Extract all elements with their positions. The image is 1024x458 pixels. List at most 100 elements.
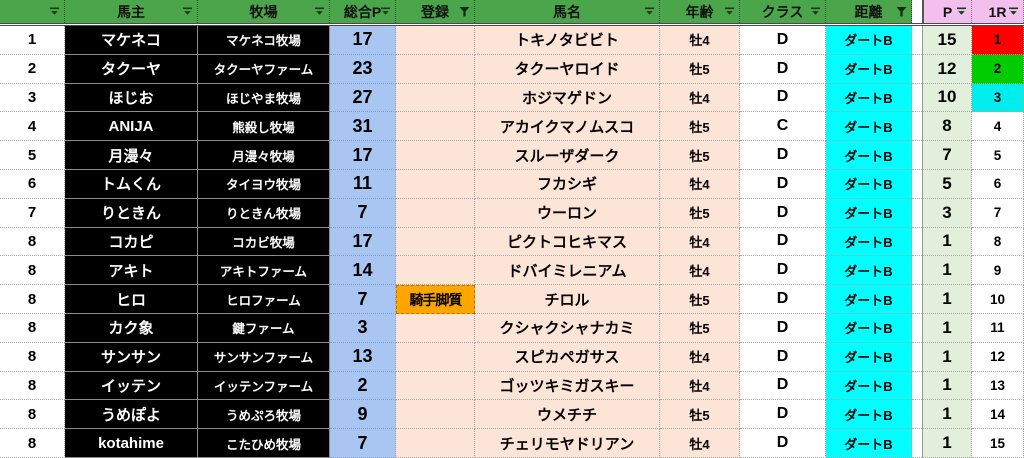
r1-cell[interactable]: 6	[972, 169, 1024, 199]
registration-cell[interactable]	[396, 256, 475, 286]
distance-cell[interactable]: ダートB	[826, 141, 912, 170]
age-cell[interactable]: 牡4	[660, 371, 740, 401]
age-cell[interactable]: 牡5	[660, 400, 740, 430]
rank-cell[interactable]: 8	[0, 285, 65, 314]
column-header-owner[interactable]: 馬主	[65, 0, 198, 23]
horse-name-cell[interactable]: チェリモヤドリアン	[475, 429, 660, 458]
class-cell[interactable]: D	[740, 169, 826, 199]
age-cell[interactable]: 牡5	[660, 198, 740, 228]
class-cell[interactable]: D	[740, 313, 826, 343]
total-p-cell[interactable]: 7	[330, 198, 396, 228]
horse-name-cell[interactable]: タクーヤロイド	[475, 54, 660, 84]
filter-dropdown-icon[interactable]	[956, 6, 968, 17]
distance-cell[interactable]: ダートB	[826, 54, 912, 84]
class-cell[interactable]: D	[740, 256, 826, 286]
age-cell[interactable]: 牡4	[660, 83, 740, 113]
r1-cell[interactable]: 5	[972, 141, 1024, 170]
rank-cell[interactable]: 2	[0, 54, 65, 84]
rank-cell[interactable]: 6	[0, 169, 65, 199]
p-cell[interactable]: 10	[922, 83, 972, 113]
age-cell[interactable]: 牡5	[660, 54, 740, 84]
registration-cell[interactable]	[396, 342, 475, 372]
distance-cell[interactable]: ダートB	[826, 342, 912, 372]
filter-dropdown-icon[interactable]	[182, 6, 194, 17]
distance-cell[interactable]: ダートB	[826, 26, 912, 55]
horse-name-cell[interactable]: スピカペガサス	[475, 342, 660, 372]
owner-cell[interactable]: ほじお	[65, 83, 198, 113]
age-cell[interactable]: 牡4	[660, 26, 740, 55]
total-p-cell[interactable]: 2	[330, 371, 396, 401]
p-cell[interactable]: 1	[922, 285, 972, 314]
distance-cell[interactable]: ダートB	[826, 198, 912, 228]
horse-name-cell[interactable]: ウメチチ	[475, 400, 660, 430]
horse-name-cell[interactable]: アカイクマノムスコ	[475, 112, 660, 142]
owner-cell[interactable]: トムくん	[65, 169, 198, 199]
filter-dropdown-icon[interactable]	[49, 6, 61, 17]
total-p-cell[interactable]: 7	[330, 429, 396, 458]
r1-cell[interactable]: 4	[972, 112, 1024, 142]
farm-cell[interactable]: 月漫々牧場	[198, 141, 330, 170]
p-cell[interactable]: 1	[922, 313, 972, 343]
r1-cell[interactable]: 12	[972, 342, 1024, 372]
distance-cell[interactable]: ダートB	[826, 169, 912, 199]
horse-name-cell[interactable]: ゴッツキミガスキー	[475, 371, 660, 401]
r1-cell[interactable]: 13	[972, 371, 1024, 401]
registration-cell[interactable]	[396, 83, 475, 113]
p-cell[interactable]: 1	[922, 400, 972, 430]
total-p-cell[interactable]: 27	[330, 83, 396, 113]
r1-cell[interactable]: 8	[972, 227, 1024, 257]
owner-cell[interactable]: うめぽよ	[65, 400, 198, 430]
horse-name-cell[interactable]: フカシギ	[475, 169, 660, 199]
farm-cell[interactable]: 熊殺し牧場	[198, 112, 330, 142]
filter-funnel-icon[interactable]	[896, 6, 908, 17]
p-cell[interactable]: 12	[922, 54, 972, 84]
farm-cell[interactable]: アキトファーム	[198, 256, 330, 286]
age-cell[interactable]: 牡4	[660, 429, 740, 458]
farm-cell[interactable]: ヒロファーム	[198, 285, 330, 314]
farm-cell[interactable]: りときん牧場	[198, 198, 330, 228]
distance-cell[interactable]: ダートB	[826, 227, 912, 257]
filter-funnel-icon[interactable]	[459, 6, 471, 17]
horse-name-cell[interactable]: ホジマゲドン	[475, 83, 660, 113]
rank-cell[interactable]: 8	[0, 371, 65, 401]
class-cell[interactable]: D	[740, 371, 826, 401]
owner-cell[interactable]: イッテン	[65, 371, 198, 401]
registration-cell[interactable]	[396, 313, 475, 343]
column-header-distance[interactable]: 距離	[826, 0, 912, 23]
distance-cell[interactable]: ダートB	[826, 429, 912, 458]
column-header-registration[interactable]: 登録	[396, 0, 475, 23]
column-header-rank[interactable]	[0, 0, 65, 23]
r1-cell[interactable]: 7	[972, 198, 1024, 228]
p-cell[interactable]: 3	[922, 198, 972, 228]
r1-cell[interactable]: 10	[972, 285, 1024, 314]
total-p-cell[interactable]: 9	[330, 400, 396, 430]
class-cell[interactable]: D	[740, 26, 826, 55]
class-cell[interactable]: D	[740, 342, 826, 372]
registration-cell[interactable]	[396, 371, 475, 401]
class-cell[interactable]: C	[740, 112, 826, 142]
p-cell[interactable]: 15	[922, 26, 972, 55]
filter-dropdown-icon[interactable]	[1008, 6, 1020, 17]
rank-cell[interactable]: 8	[0, 429, 65, 458]
age-cell[interactable]: 牡4	[660, 342, 740, 372]
registration-cell[interactable]	[396, 26, 475, 55]
column-header-total-p[interactable]: 総合P	[330, 0, 396, 23]
owner-cell[interactable]: マケネコ	[65, 26, 198, 55]
farm-cell[interactable]: マケネコ牧場	[198, 26, 330, 55]
total-p-cell[interactable]: 31	[330, 112, 396, 142]
age-cell[interactable]: 牡5	[660, 141, 740, 170]
r1-cell[interactable]: 2	[972, 54, 1024, 84]
registration-cell[interactable]	[396, 169, 475, 199]
registration-cell[interactable]	[396, 54, 475, 84]
r1-cell[interactable]: 9	[972, 256, 1024, 286]
distance-cell[interactable]: ダートB	[826, 256, 912, 286]
filter-dropdown-icon[interactable]	[380, 6, 392, 17]
age-cell[interactable]: 牡5	[660, 112, 740, 142]
column-header-horse[interactable]: 馬名	[475, 0, 660, 23]
owner-cell[interactable]: ANIJA	[65, 112, 198, 142]
farm-cell[interactable]: サンサンファーム	[198, 342, 330, 372]
rank-cell[interactable]: 4	[0, 112, 65, 142]
total-p-cell[interactable]: 11	[330, 169, 396, 199]
registration-cell[interactable]	[396, 429, 475, 458]
owner-cell[interactable]: サンサン	[65, 342, 198, 372]
